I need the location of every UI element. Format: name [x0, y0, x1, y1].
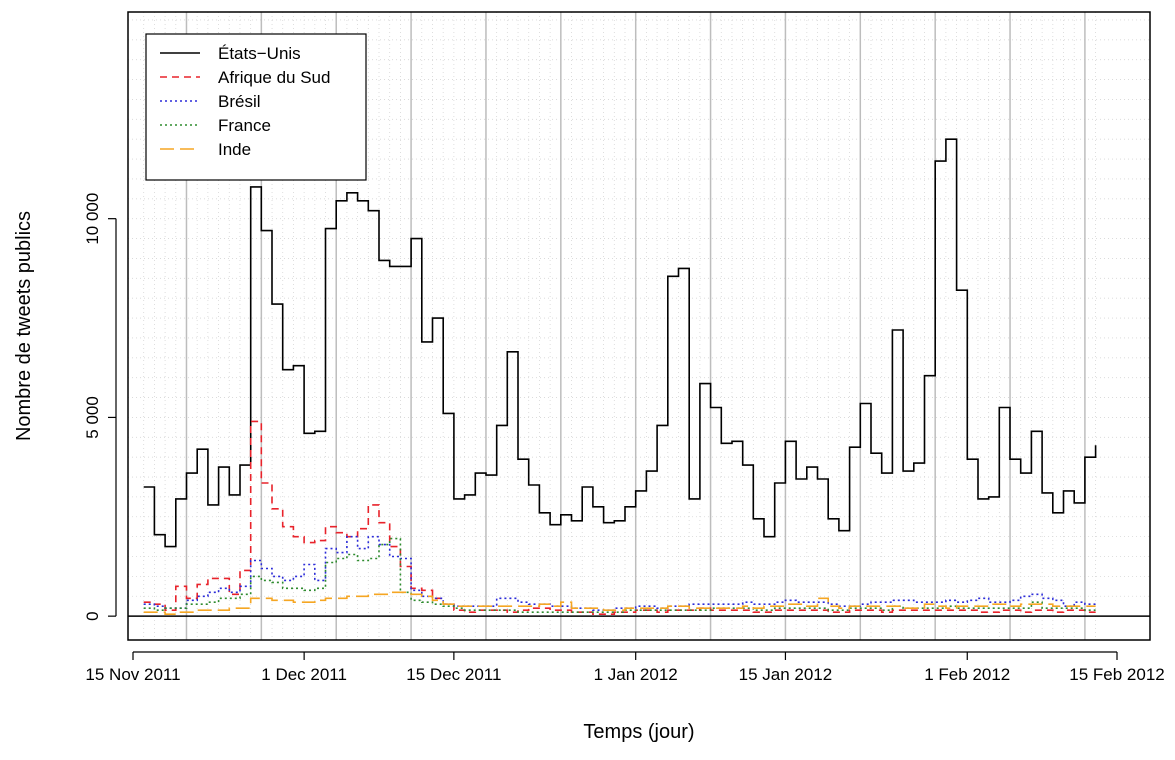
- y-axis: 0 5 000 10 000: [83, 193, 117, 621]
- legend-label-1: Afrique du Sud: [218, 68, 330, 87]
- y-tick-label: 5 000: [83, 396, 102, 439]
- x-tick-label: 1 Dec 2011: [261, 665, 347, 684]
- x-tick-label: 1 Jan 2012: [594, 665, 678, 684]
- legend-label-4: Inde: [218, 140, 251, 159]
- x-tick-label: 15 Feb 2012: [1069, 665, 1164, 684]
- series-line-4: [143, 591, 1096, 615]
- x-tick-label: 15 Jan 2012: [739, 665, 833, 684]
- x-tick-label: 15 Nov 2011: [85, 665, 180, 684]
- series-line-2: [143, 535, 1096, 611]
- legend-label-2: Brésil: [218, 92, 261, 111]
- y-axis-title: Nombre de tweets publics: [13, 211, 35, 441]
- legend-label-0: États−Unis: [218, 44, 301, 63]
- x-axis-title: Temps (jour): [583, 721, 694, 743]
- x-axis: 15 Nov 2011 1 Dec 2011 15 Dec 2011 1 Jan 20…: [85, 651, 1165, 684]
- y-tick-label: 10 000: [83, 193, 102, 245]
- series-group: [143, 138, 1097, 615]
- major-grid: [185, 12, 1086, 640]
- series-line-1: [143, 420, 1096, 615]
- y-tick-label: 0: [83, 611, 102, 620]
- x-tick-label: 1 Feb 2012: [924, 665, 1010, 684]
- legend-box: [145, 33, 367, 181]
- legend: États−Unis Afrique du Sud Brésil France Inde: [145, 33, 367, 181]
- plot-frame: [127, 11, 1151, 641]
- series-line-0: [143, 138, 1097, 548]
- x-tick-label: 15 Dec 2011: [406, 665, 501, 684]
- legend-label-3: France: [218, 116, 271, 135]
